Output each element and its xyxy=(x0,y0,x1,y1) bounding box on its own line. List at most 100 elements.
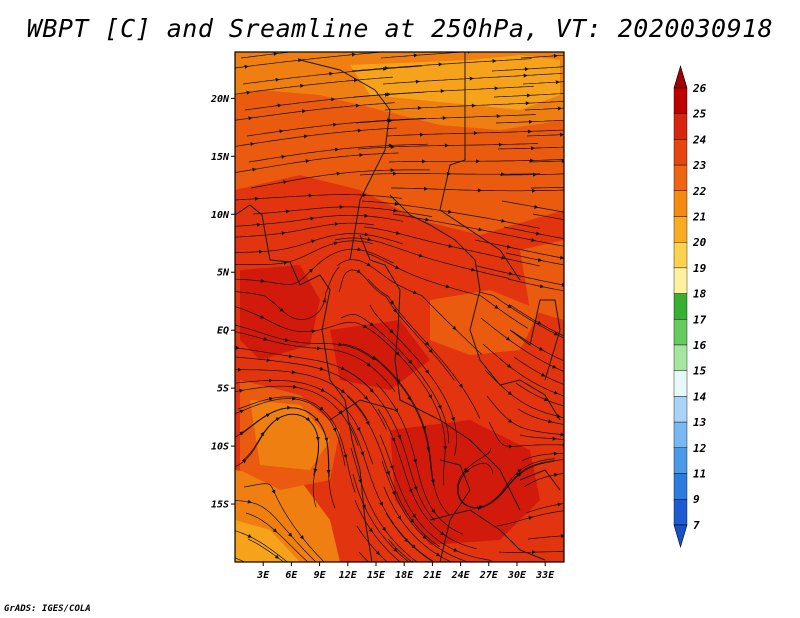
streamline xyxy=(352,473,410,562)
streamline-arrow xyxy=(565,218,570,223)
streamline-arrow xyxy=(465,468,470,474)
streamline-arrow xyxy=(340,389,346,394)
contour-region xyxy=(250,400,330,470)
colorbar-label: 16 xyxy=(693,339,707,352)
streamline-arrow xyxy=(451,416,456,422)
streamline-arrow xyxy=(381,526,387,532)
streamline-arrow xyxy=(334,222,339,227)
streamline-arrow xyxy=(538,346,544,351)
colorbar-segment xyxy=(673,319,688,346)
streamline-arrow xyxy=(562,442,564,447)
streamline-arrow xyxy=(448,243,453,248)
lon-tick-label: 15E xyxy=(367,570,386,581)
streamline-arrow xyxy=(355,103,360,108)
streamline-arrow xyxy=(524,67,529,72)
streamline-arrow xyxy=(394,265,400,269)
streamline-arrow xyxy=(531,238,536,242)
streamline-arrow xyxy=(367,237,372,242)
streamline xyxy=(235,530,288,562)
streamline-arrow xyxy=(496,114,501,119)
streamline-arrow xyxy=(332,427,337,432)
colorbar-segment xyxy=(673,139,688,166)
lon-tick: 9E xyxy=(314,562,327,581)
colorbar-bottom-arrow xyxy=(673,524,688,548)
streamline-arrow xyxy=(445,284,450,289)
streamline xyxy=(494,459,564,501)
streamline-arrow xyxy=(422,426,426,431)
colorbar-top-arrow xyxy=(673,64,688,89)
streamline-arrow xyxy=(274,554,280,559)
streamline-arrow xyxy=(392,308,397,313)
streamline-arrow xyxy=(532,172,537,177)
streamline-arrow xyxy=(458,383,463,388)
streamline-arrow xyxy=(422,534,427,540)
country-border xyxy=(235,204,373,562)
colorbar-segment xyxy=(673,216,688,243)
streamline-arrow xyxy=(287,405,292,410)
streamline-arrow xyxy=(553,331,559,336)
streamline-arrow xyxy=(410,518,415,524)
streamline xyxy=(524,107,564,111)
streamline-arrow xyxy=(268,396,274,401)
streamline-arrow xyxy=(559,132,564,137)
streamline-arrow xyxy=(353,78,358,83)
streamline-arrow xyxy=(415,79,420,84)
streamline-arrow xyxy=(554,472,559,477)
streamline-arrow xyxy=(298,58,303,63)
streamline-arrow xyxy=(418,253,424,258)
streamline-arrow xyxy=(273,52,278,56)
contour-region xyxy=(235,520,300,562)
lat-tick-label: 20N xyxy=(210,94,230,105)
streamline-arrow xyxy=(552,364,557,369)
streamline xyxy=(474,239,564,259)
streamline-arrow xyxy=(340,366,346,370)
streamline-arrow xyxy=(250,142,255,147)
streamline-arrow xyxy=(393,547,398,552)
streamline-arrow xyxy=(528,119,533,124)
streamline-arrow xyxy=(239,409,245,414)
streamline xyxy=(532,213,564,221)
lon-tick: 18E xyxy=(395,562,414,581)
streamline xyxy=(350,447,418,562)
streamline xyxy=(522,81,564,85)
streamline-arrow xyxy=(351,52,356,57)
streamline xyxy=(491,66,564,72)
streamline-arrow xyxy=(247,534,252,538)
streamline xyxy=(507,278,564,292)
streamline-arrow xyxy=(553,53,558,58)
streamline-arrow xyxy=(408,359,413,365)
streamline-arrow xyxy=(319,366,324,371)
colorbar-segment xyxy=(673,241,688,269)
streamline-arrow xyxy=(319,406,324,411)
streamline xyxy=(356,525,388,562)
streamline-arrow xyxy=(537,257,543,262)
colorbar-label: 25 xyxy=(692,108,707,121)
streamline xyxy=(243,483,325,562)
streamline-arrow xyxy=(478,227,483,232)
streamline-arrow xyxy=(369,322,374,327)
streamline xyxy=(526,134,564,137)
streamline-arrow xyxy=(363,395,368,400)
streamline-arrow xyxy=(364,232,369,237)
streamline xyxy=(235,557,246,562)
lon-tick-label: 12E xyxy=(339,570,358,581)
streamline-arrow xyxy=(411,544,416,549)
streamline-arrow xyxy=(389,465,394,470)
streamline-arrow xyxy=(477,188,482,193)
colorbar-label: 23 xyxy=(692,159,707,172)
streamline-arrow xyxy=(338,342,343,347)
lon-tick-label: 18E xyxy=(395,570,414,581)
streamline xyxy=(523,473,564,488)
streamline-arrow xyxy=(279,129,284,134)
streamline-arrow xyxy=(419,132,424,137)
lon-tick-label: 3E xyxy=(256,570,270,581)
streamline-arrow xyxy=(467,52,472,54)
streamline-arrow xyxy=(507,391,513,396)
streamline-arrow xyxy=(508,271,514,276)
streamline-arrow xyxy=(248,116,253,121)
streamline-arrow xyxy=(559,255,564,260)
streamline-arrow xyxy=(331,97,336,102)
streamline-arrow xyxy=(428,394,432,399)
streamline-arrow xyxy=(507,304,512,309)
colorbar-label: 21 xyxy=(692,211,706,224)
